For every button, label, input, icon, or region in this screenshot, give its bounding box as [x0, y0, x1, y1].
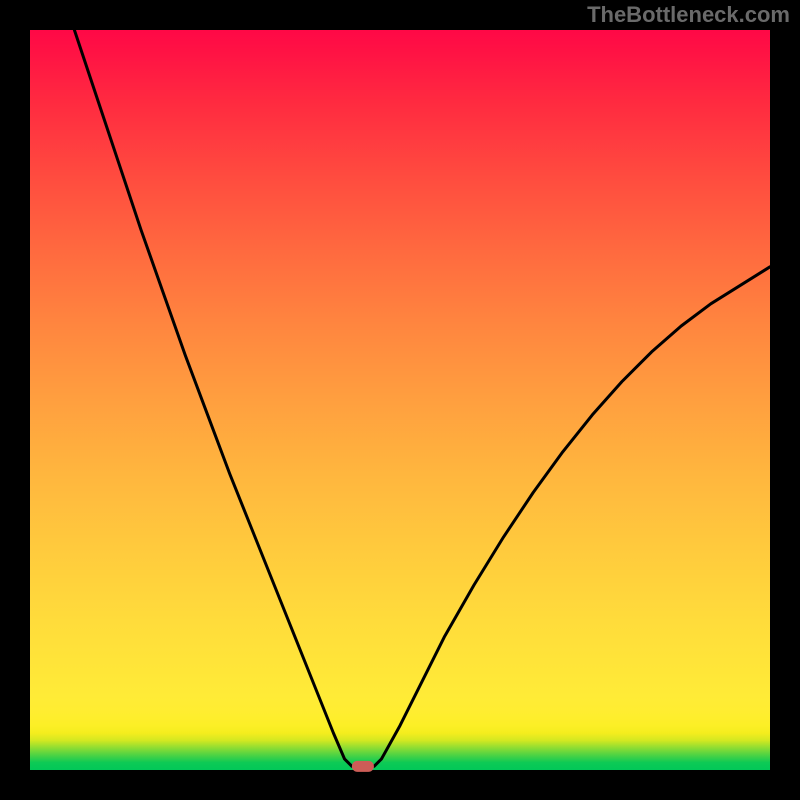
optimal-marker: [352, 761, 374, 771]
bottleneck-curve: [30, 30, 770, 770]
plot-area: [30, 30, 770, 770]
chart-container: TheBottleneck.com: [0, 0, 800, 800]
watermark-text: TheBottleneck.com: [587, 2, 790, 28]
